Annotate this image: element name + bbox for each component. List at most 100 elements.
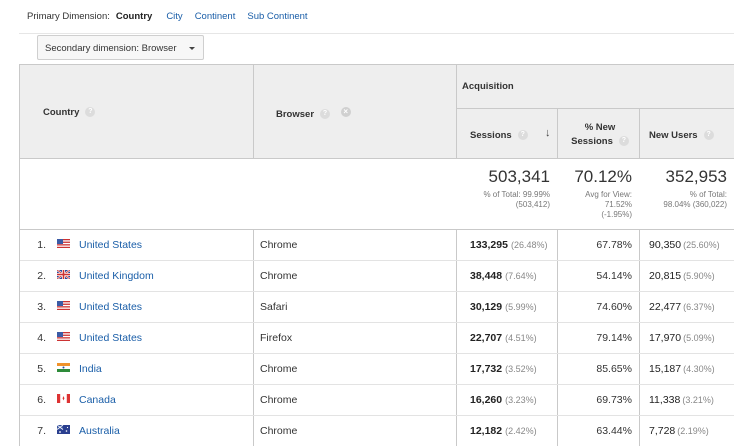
table-row: 1. United States Chrome 133,295 (26.48%) 67.7… <box>20 230 734 261</box>
country-link[interactable]: United States <box>79 239 143 251</box>
column-group-acquisition: Acquisition <box>462 81 514 92</box>
row-index: 2. <box>37 270 46 282</box>
secondary-dimension-dropdown[interactable]: Secondary dimension: Browser <box>37 35 204 60</box>
browser-value: Chrome <box>260 270 298 282</box>
help-icon[interactable]: ? <box>618 136 629 147</box>
new-sessions-value: 69.73% <box>596 394 632 406</box>
sessions-pct: (4.51%) <box>505 333 537 343</box>
sessions-pct: (2.42%) <box>505 426 537 436</box>
secondary-dimension-label: Secondary dimension: Browser <box>45 43 177 54</box>
country-link[interactable]: Australia <box>79 425 120 437</box>
new-users-value: 11,338 (3.21%) <box>649 394 714 406</box>
browser-value: Chrome <box>260 394 298 406</box>
data-table: Country? Browser? × Acquisition Sessions… <box>19 64 734 446</box>
total-new-users-pct: 98.04% (360,022) <box>663 200 727 209</box>
country-link[interactable]: United States <box>79 301 143 313</box>
column-divider <box>557 108 558 446</box>
column-divider <box>456 65 457 446</box>
total-new-sessions-avg: 71.52% <box>604 200 632 209</box>
new-users-pct: (3.21%) <box>682 395 714 405</box>
help-icon[interactable]: ? <box>703 130 714 141</box>
new-users-pct: (6.37%) <box>683 302 715 312</box>
sessions-value: 17,732 (3.52%) <box>470 363 537 375</box>
table-row: 7. Australia Chrome 12,182 (2.42%) 63.44% 7,72… <box>20 416 734 446</box>
table-row: 6. Canada Chrome 16,260 (3.23%) 69.73% 11,338(… <box>20 385 734 416</box>
chevron-down-icon <box>189 47 195 50</box>
column-header-new-sessions[interactable]: % New Sessions? <box>564 121 636 149</box>
new-sessions-value: 85.65% <box>596 363 632 375</box>
primary-dimension-continent-link[interactable]: Continent <box>194 11 236 22</box>
row-index: 1. <box>37 239 46 251</box>
country-link[interactable]: United Kingdom <box>79 270 154 282</box>
help-icon[interactable]: ? <box>320 109 331 120</box>
us-flag-icon <box>57 239 70 248</box>
new-users-pct: (25.60%) <box>683 240 720 250</box>
total-new-sessions: 70.12% <box>574 167 632 186</box>
new-sessions-value: 79.14% <box>596 332 632 344</box>
primary-dimension-row: Primary Dimension: Country City Continen… <box>27 11 320 22</box>
sort-down-arrow-icon[interactable]: ↓ <box>545 127 551 139</box>
column-header-new-users[interactable]: New Users? <box>649 130 714 141</box>
browser-value: Safari <box>260 301 288 313</box>
new-users-value: 17,970 (5.09%) <box>649 332 715 344</box>
country-link[interactable]: India <box>79 363 102 375</box>
total-sessions: 503,341 <box>488 167 550 186</box>
new-sessions-value: 54.14% <box>596 270 632 282</box>
help-icon[interactable]: ? <box>517 130 528 141</box>
new-users-value: 15,187 (4.30%) <box>649 363 715 375</box>
table-row: 2. United Kingdom Chrome 38,448 (7.64%) 54.14… <box>20 261 734 292</box>
sessions-pct: (26.48%) <box>510 240 548 250</box>
help-icon[interactable]: ? <box>85 107 96 118</box>
in-flag-icon <box>57 363 70 372</box>
row-index: 3. <box>37 301 46 313</box>
table-row: 3. United States Safari 30,129 (5.99%) 74.60%… <box>20 292 734 323</box>
row-index: 5. <box>37 363 46 375</box>
remove-icon[interactable]: × <box>340 107 351 117</box>
column-divider <box>639 108 640 446</box>
total-new-sessions-delta: (-1.95%) <box>601 210 632 219</box>
total-sessions-abs: (503,412) <box>515 200 550 209</box>
new-users-value: 20,815 (5.90%) <box>649 270 715 282</box>
column-divider <box>253 65 254 446</box>
header-divider <box>456 108 734 109</box>
sessions-value: 16,260 (3.23%) <box>470 394 537 406</box>
primary-dimension-country[interactable]: Country <box>115 11 153 22</box>
ca-flag-icon <box>57 394 70 403</box>
au-flag-icon <box>56 424 70 434</box>
new-sessions-value: 67.78% <box>596 239 632 251</box>
column-header-browser[interactable]: Browser? × <box>276 107 351 120</box>
primary-dimension-subcontinent-link[interactable]: Sub Continent <box>247 11 308 22</box>
sessions-value: 30,129 (5.99%) <box>470 301 537 313</box>
country-link[interactable]: Canada <box>79 394 116 406</box>
browser-value: Chrome <box>260 425 298 437</box>
new-users-pct: (2.19%) <box>677 426 709 436</box>
table-row: 4. United States Firefox 22,707 (4.51%) 79.14… <box>20 323 734 354</box>
new-sessions-value: 74.60% <box>596 301 632 313</box>
country-link[interactable]: United States <box>79 332 143 344</box>
column-header-country[interactable]: Country? <box>43 107 96 118</box>
total-new-sessions-label: Avg for View: <box>585 190 632 199</box>
us-flag-icon <box>57 301 70 310</box>
table-header: Country? Browser? × Acquisition Sessions… <box>20 65 734 159</box>
sessions-value: 12,182 (2.42%) <box>470 425 537 437</box>
sessions-pct: (3.23%) <box>505 395 537 405</box>
us-flag-icon <box>57 332 70 341</box>
new-users-value: 90,350 (25.60%) <box>649 239 720 251</box>
primary-dimension-bar <box>19 0 734 34</box>
browser-value: Firefox <box>260 332 293 344</box>
browser-value: Chrome <box>260 239 298 251</box>
sessions-value: 22,707 (4.51%) <box>470 332 537 344</box>
total-new-users-label: % of Total: <box>689 190 727 199</box>
row-index: 7. <box>37 425 46 437</box>
sessions-pct: (7.64%) <box>505 271 537 281</box>
totals-row: 503,341 % of Total: 99.99% (503,412) 70.… <box>20 159 734 230</box>
new-users-value: 7,728 (2.19%) <box>649 425 709 437</box>
primary-dimension-city-link[interactable]: City <box>166 11 183 22</box>
primary-dimension-label: Primary Dimension: <box>27 11 110 22</box>
table-row: 5. India Chrome 17,732 (3.52%) 85.65% 15,187 (4… <box>20 354 734 385</box>
column-header-sessions[interactable]: Sessions? <box>470 130 528 141</box>
new-users-pct: (5.09%) <box>683 333 715 343</box>
new-sessions-value: 63.44% <box>596 425 632 437</box>
row-index: 4. <box>37 332 46 344</box>
uk-flag-icon <box>56 269 71 280</box>
